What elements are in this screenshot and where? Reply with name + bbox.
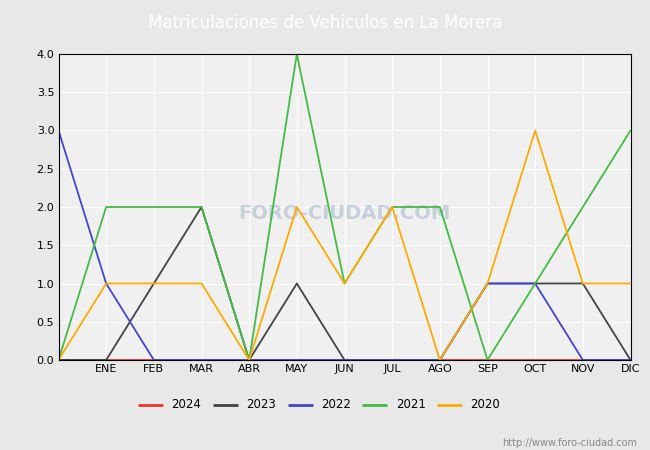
Text: 2024: 2024 <box>171 399 201 411</box>
Text: http://www.foro-ciudad.com: http://www.foro-ciudad.com <box>502 438 637 448</box>
Text: 2023: 2023 <box>246 399 276 411</box>
Text: 2021: 2021 <box>396 399 426 411</box>
Text: 2020: 2020 <box>471 399 500 411</box>
Text: Matriculaciones de Vehiculos en La Morera: Matriculaciones de Vehiculos en La Morer… <box>148 14 502 32</box>
Text: FORO-CIUDAD.COM: FORO-CIUDAD.COM <box>239 203 450 223</box>
Text: 2022: 2022 <box>321 399 351 411</box>
